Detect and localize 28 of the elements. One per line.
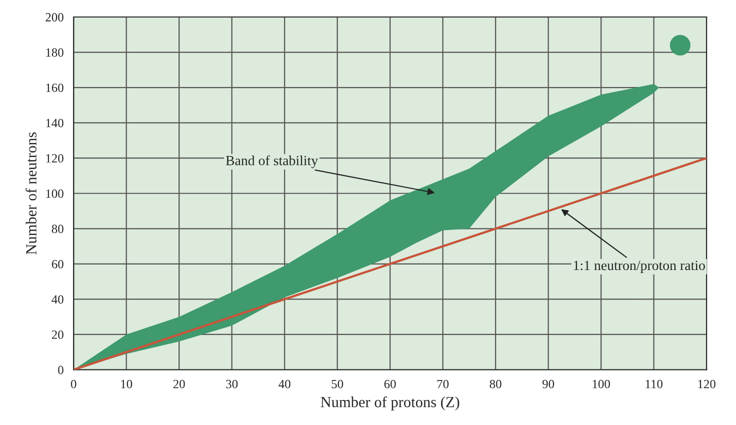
- y-tick-label: 120: [46, 154, 64, 163]
- x-tick-label: 0: [70, 380, 76, 388]
- y-tick-label: 40: [52, 295, 64, 304]
- x-tick-label: 50: [332, 380, 344, 388]
- y-axis-title: Number of neutrons: [26, 132, 36, 254]
- x-tick-label: 10: [121, 380, 132, 388]
- x-axis-title: Number of protons (Z): [320, 396, 460, 410]
- x-tick-label: 110: [646, 380, 662, 388]
- x-tick-label: 70: [437, 380, 449, 388]
- y-tick-label: 60: [52, 260, 64, 268]
- x-tick-label: 120: [698, 380, 716, 388]
- x-tick-label: 90: [542, 380, 554, 388]
- x-tick-label: 80: [490, 380, 502, 388]
- y-tick-label: 20: [52, 330, 64, 339]
- y-tick-label: 160: [46, 84, 64, 92]
- y-tick-label: 180: [46, 48, 64, 57]
- x-tick-label: 40: [278, 380, 290, 388]
- x-tick-label: 20: [173, 380, 185, 388]
- x-tick-label: 100: [592, 380, 610, 388]
- x-tick-label: 60: [384, 380, 396, 388]
- annotation: 1:1 neutron/proton ratio: [574, 260, 705, 273]
- y-tick-label: 200: [46, 13, 64, 22]
- y-tick-label: 140: [46, 118, 64, 128]
- y-tick-label: 80: [52, 224, 64, 234]
- y-tick-label: 0: [58, 366, 64, 374]
- annotation: Band of stability: [226, 155, 318, 168]
- y-tick-label: 100: [46, 189, 64, 198]
- x-tick-label: 30: [226, 380, 238, 388]
